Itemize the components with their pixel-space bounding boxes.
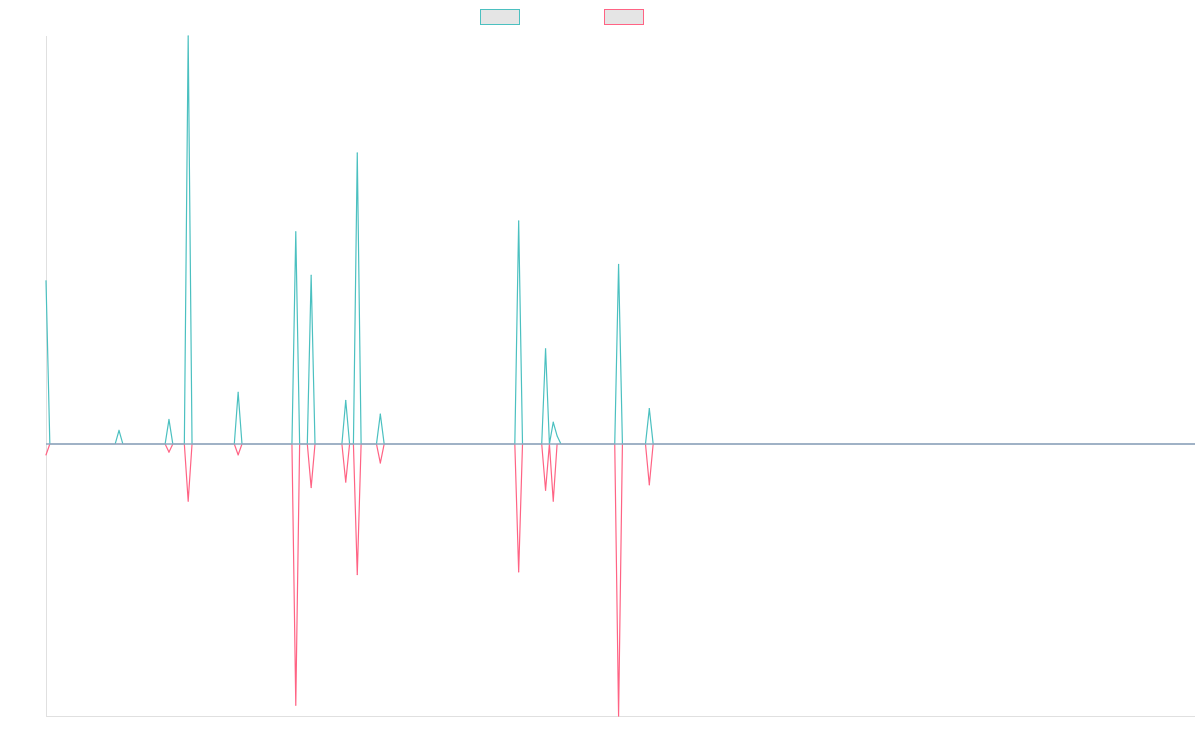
- series-1-point: [295, 231, 297, 233]
- series-1-point: [45, 280, 47, 282]
- series-1-point: [118, 429, 120, 431]
- series-2-point: [552, 500, 554, 502]
- series-2-point: [345, 481, 347, 483]
- series-1-point: [168, 418, 170, 421]
- series-1-point: [552, 421, 554, 423]
- series-1-point: [518, 220, 520, 222]
- series-line-2: [45, 443, 1195, 717]
- series-1-point: [310, 274, 312, 276]
- series-2-point: [648, 484, 650, 486]
- legend-swatch-series-2[interactable]: [604, 9, 644, 25]
- series-2-point: [45, 454, 47, 456]
- series-1-point: [556, 435, 558, 437]
- series-2-point: [237, 454, 239, 456]
- series-2-point: [168, 451, 170, 453]
- series-1-point: [345, 399, 347, 402]
- series-2-point: [518, 571, 520, 573]
- series-2-point: [295, 704, 297, 706]
- series-1-point: [648, 408, 650, 410]
- series-2-point: [544, 489, 547, 491]
- series-2-point: [379, 462, 381, 464]
- series-1-point: [187, 35, 189, 37]
- series-1-point: [356, 152, 358, 154]
- series-1-point: [237, 391, 239, 393]
- series-layer: [45, 35, 1195, 717]
- legend-swatch-series-1[interactable]: [480, 9, 520, 25]
- series-1-point: [544, 348, 547, 350]
- series-1-point: [379, 413, 381, 415]
- series-2-point: [310, 486, 312, 489]
- series-line-1: [45, 35, 1195, 445]
- series-2-point: [617, 715, 620, 717]
- series-2-point: [187, 500, 189, 502]
- series-1-point: [617, 263, 620, 266]
- series-2-point: [356, 573, 358, 576]
